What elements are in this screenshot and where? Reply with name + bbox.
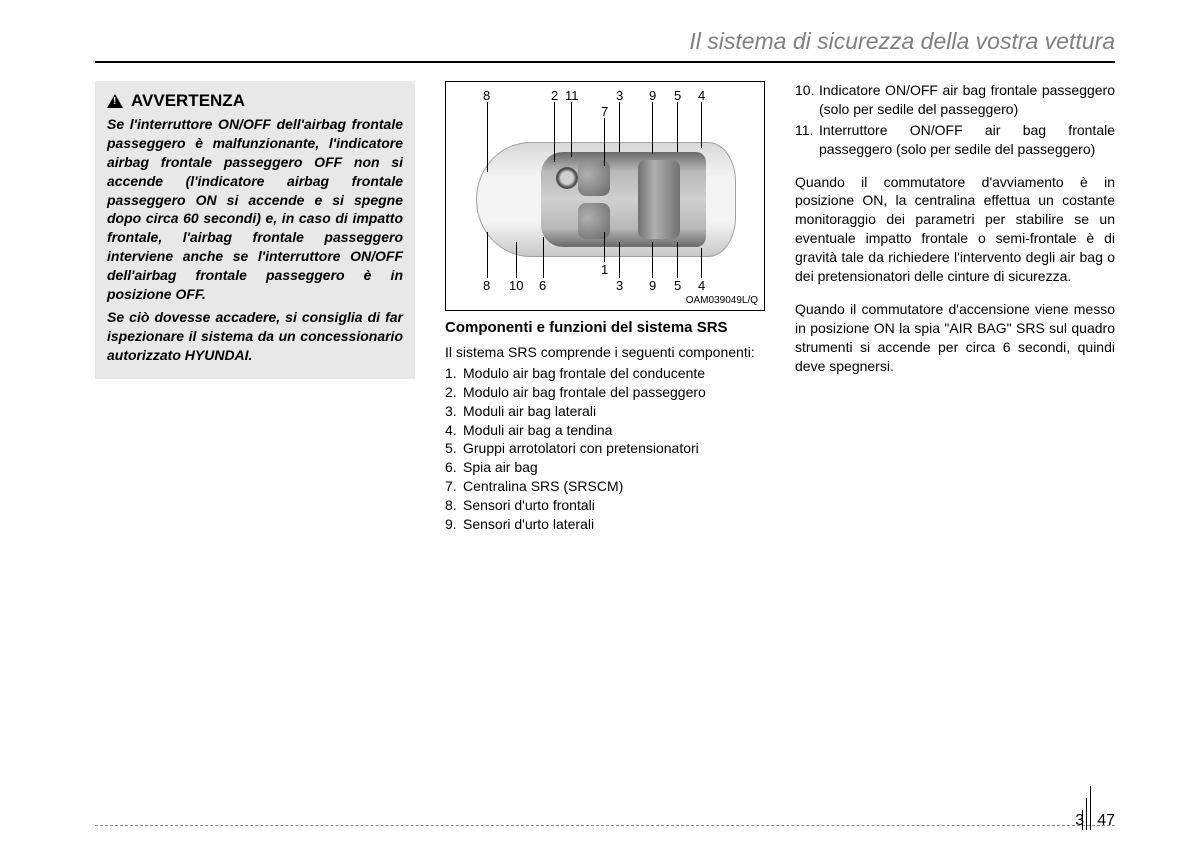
footer-dashed-line <box>95 825 1115 826</box>
diagram-label-bot-5: 5 <box>674 278 681 293</box>
lead-line <box>604 118 605 166</box>
diagram-label-bot-1: 1 <box>601 262 608 277</box>
lead-line <box>543 237 544 278</box>
list-item: Centralina SRS (SRSCM) <box>445 477 765 496</box>
diagram-label-bot-6: 6 <box>539 278 546 293</box>
item-10-text: Indicatore ON/OFF air bag frontale passe… <box>819 82 1115 117</box>
item-11-text: Interruttore ON/OFF air bag frontale pas… <box>819 122 1115 157</box>
warning-para-2: Se ciò dovesse accadere, si consiglia di… <box>107 308 403 365</box>
list-item: Spia air bag <box>445 458 765 477</box>
lead-line <box>701 248 702 278</box>
right-para-1: Quando il commutatore d'avviamento è in … <box>795 173 1115 286</box>
diagram-label-top-9: 9 <box>649 88 656 103</box>
lead-line <box>619 102 620 152</box>
warning-triangle-icon <box>107 94 123 108</box>
list-item: Moduli air bag laterali <box>445 402 765 421</box>
column-right: 10. Indicatore ON/OFF air bag frontale p… <box>795 81 1115 534</box>
diagram-label-bot-8: 8 <box>483 278 490 293</box>
page-number-divider-icon <box>1090 786 1091 830</box>
list-item: Moduli air bag a tendina <box>445 421 765 440</box>
diagram-label-top-2: 2 <box>551 88 558 103</box>
lead-line <box>487 102 488 172</box>
car-seat-rear <box>638 160 680 239</box>
page-header: Il sistema di sicurezza della vostra vet… <box>95 28 1115 63</box>
srs-diagram: 8 2 11 7 3 9 5 4 8 10 6 1 3 9 5 4 OAM039… <box>445 81 765 311</box>
item-10: 10. Indicatore ON/OFF air bag frontale p… <box>795 81 1115 119</box>
list-item: Sensori d'urto frontali <box>445 496 765 515</box>
column-middle: 8 2 11 7 3 9 5 4 8 10 6 1 3 9 5 4 OAM039… <box>445 81 765 534</box>
warning-title: AVVERTENZA <box>131 91 245 111</box>
diagram-label-bot-10: 10 <box>509 278 523 293</box>
warning-box: AVVERTENZA Se l'interruttore ON/OFF dell… <box>95 81 415 379</box>
list-item: Modulo air bag frontale del passeggero <box>445 383 765 402</box>
components-intro: Il sistema SRS comprende i seguenti comp… <box>445 343 765 362</box>
list-item: Gruppi arrotolatori con pretensionatori <box>445 439 765 458</box>
page-footer: 3 47 <box>95 825 1115 826</box>
warning-body: Se l'interruttore ON/OFF dell'airbag fro… <box>107 115 403 365</box>
lead-line <box>652 242 653 278</box>
warning-header: AVVERTENZA <box>107 91 403 111</box>
diagram-label-top-3: 3 <box>616 88 623 103</box>
diagram-code: OAM039049L/Q <box>686 295 758 306</box>
lead-line <box>516 242 517 278</box>
page-number: 3 47 <box>1075 786 1115 830</box>
header-title: Il sistema di sicurezza della vostra vet… <box>95 28 1115 55</box>
diagram-label-top-11: 11 <box>565 88 579 103</box>
right-para-2: Quando il commutatore d'accensione viene… <box>795 300 1115 376</box>
list-item: Sensori d'urto laterali <box>445 515 765 534</box>
diagram-label-top-7: 7 <box>601 104 608 119</box>
item-11: 11. Interruttore ON/OFF air bag frontale… <box>795 121 1115 159</box>
item-10-number: 10. <box>795 81 814 100</box>
lead-line <box>701 102 702 148</box>
header-rule <box>95 61 1115 63</box>
car-seat-front-left <box>578 160 610 196</box>
diagram-label-bot-9: 9 <box>649 278 656 293</box>
warning-para-1: Se l'interruttore ON/OFF dell'airbag fro… <box>107 115 403 304</box>
diagram-label-top-4: 4 <box>698 88 705 103</box>
diagram-label-bot-3: 3 <box>616 278 623 293</box>
components-list: Modulo air bag frontale del conducente M… <box>445 364 765 534</box>
item-11-number: 11. <box>795 121 813 140</box>
lead-line <box>571 102 572 157</box>
components-title: Componenti e funzioni del sistema SRS <box>445 319 765 337</box>
diagram-label-top-8: 8 <box>483 88 490 103</box>
car-seat-front-right <box>578 203 610 239</box>
lead-line <box>677 242 678 278</box>
diagram-label-bot-4: 4 <box>698 278 705 293</box>
diagram-label-top-5: 5 <box>674 88 681 103</box>
lead-line <box>652 102 653 154</box>
lead-line <box>604 232 605 262</box>
content-columns: AVVERTENZA Se l'interruttore ON/OFF dell… <box>95 81 1115 534</box>
column-left: AVVERTENZA Se l'interruttore ON/OFF dell… <box>95 81 415 534</box>
lead-line <box>554 102 555 162</box>
car-steering-wheel <box>556 167 578 189</box>
lead-line <box>619 242 620 278</box>
lead-line <box>487 232 488 278</box>
lead-line <box>677 102 678 152</box>
page-page-number: 47 <box>1097 812 1115 830</box>
list-item: Modulo air bag frontale del conducente <box>445 364 765 383</box>
